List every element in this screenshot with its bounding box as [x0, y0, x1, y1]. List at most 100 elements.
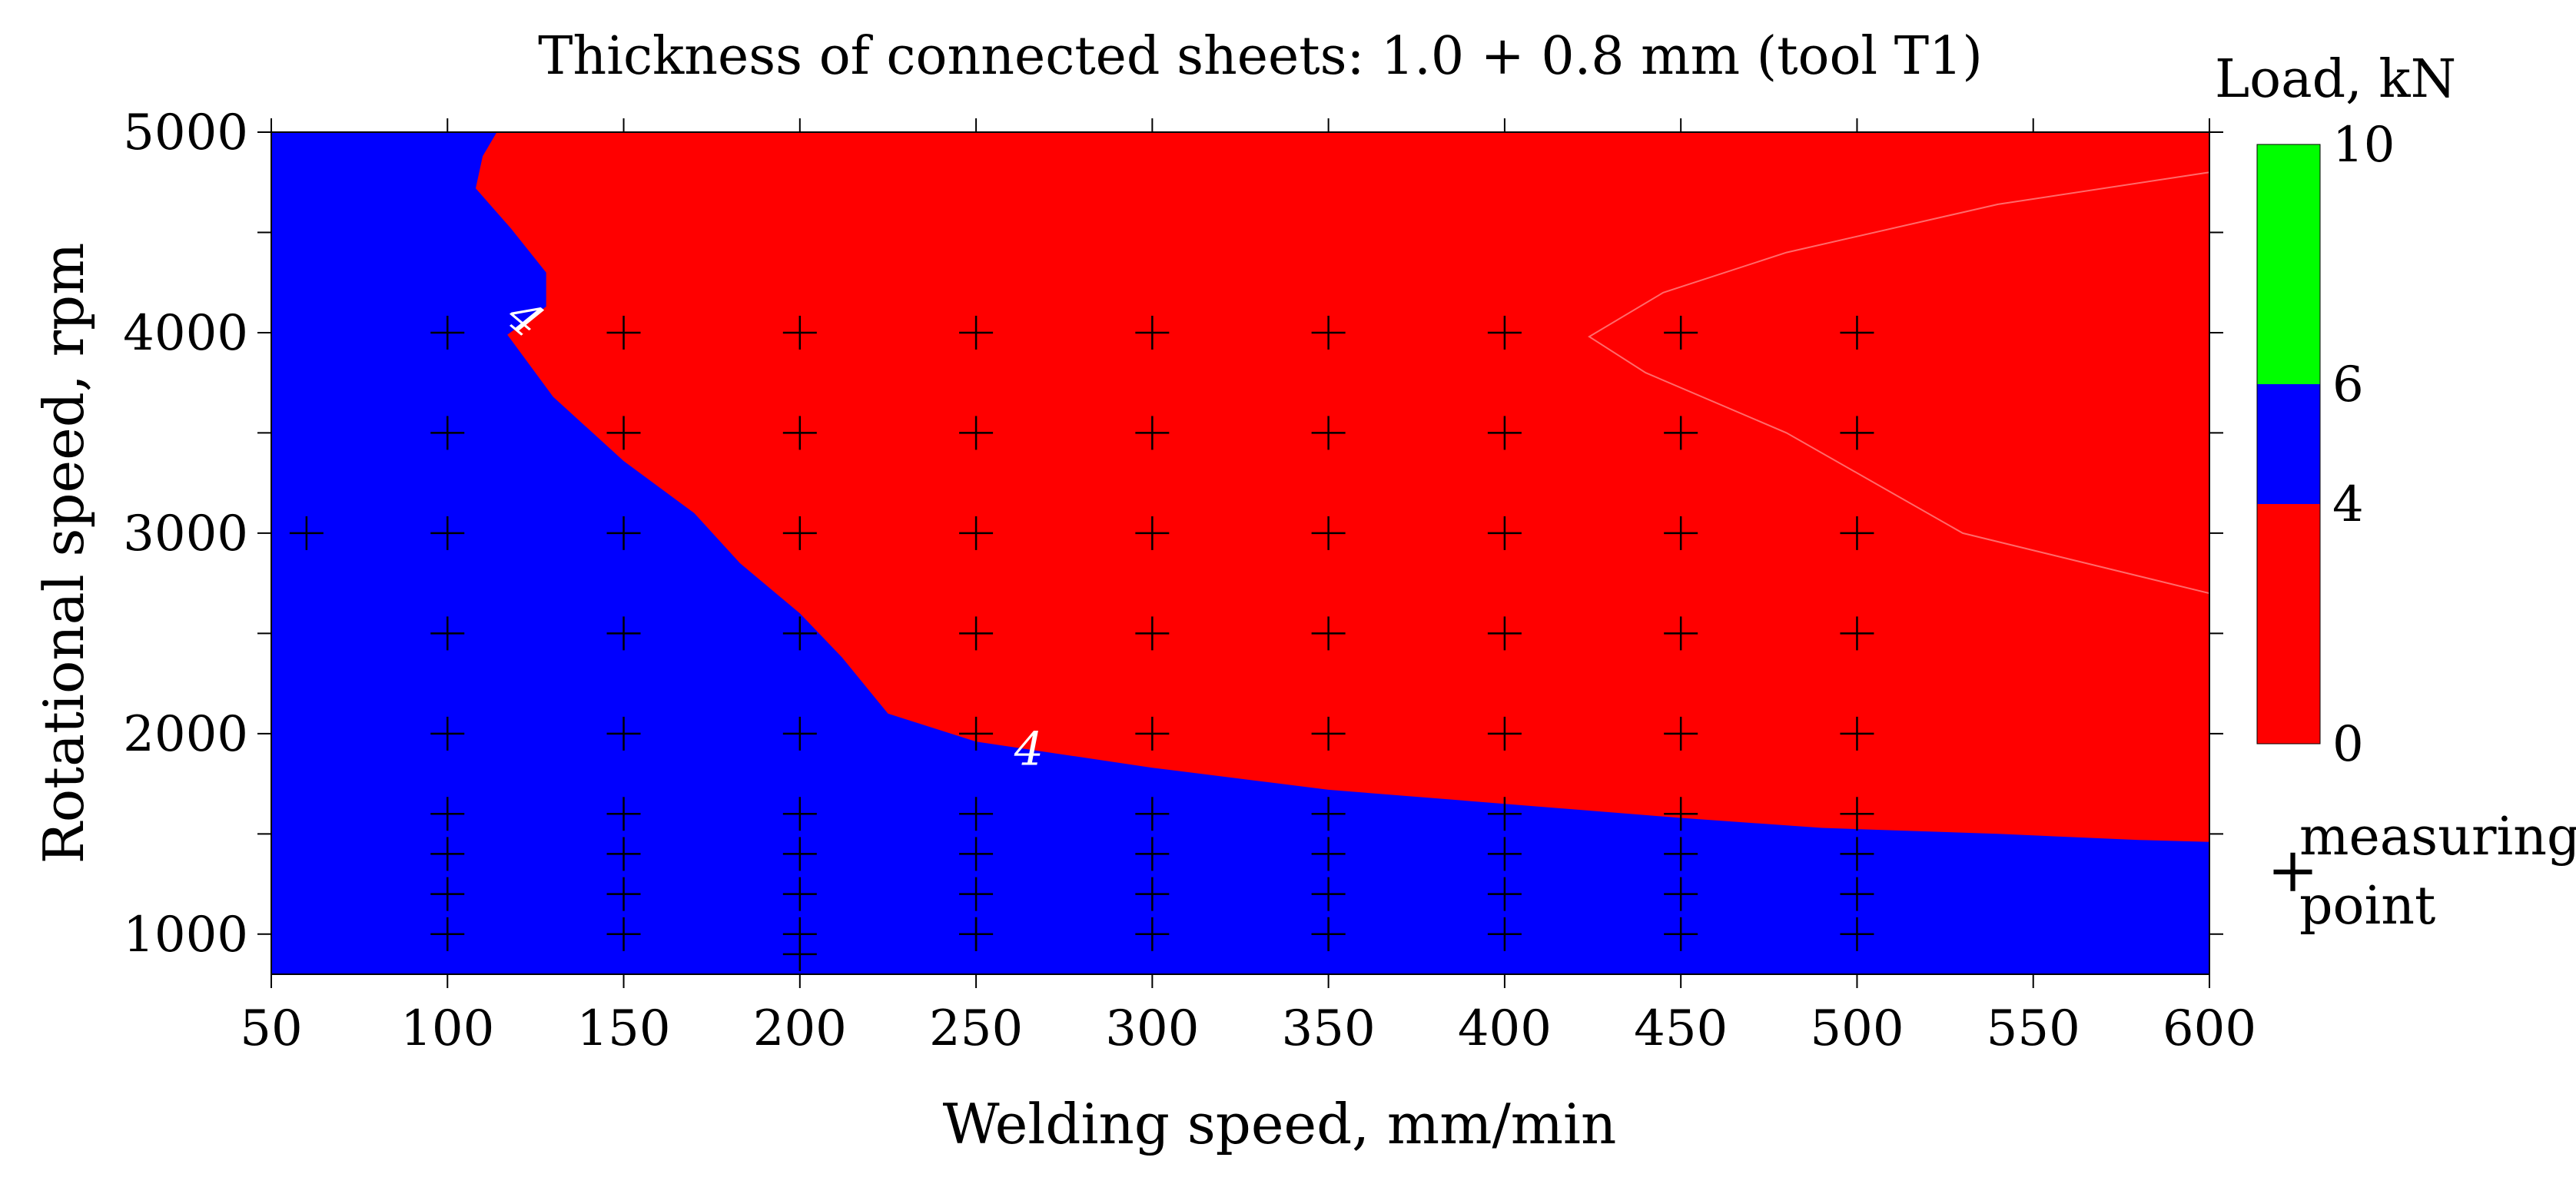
measuring-point — [430, 616, 465, 651]
measuring-point — [1664, 837, 1698, 871]
region-red — [476, 132, 2209, 842]
measuring-point — [1135, 877, 1170, 911]
y-tick-label: 1000 — [123, 907, 248, 963]
x-tick-label: 150 — [576, 1000, 670, 1057]
measuring-point — [1311, 797, 1346, 831]
x-axis: 50 100 150 200 250 300 350 400 450 500 550 600 — [240, 118, 2256, 1057]
measuring-point — [430, 416, 465, 450]
x-tick-label: 50 — [240, 1000, 302, 1057]
measuring-point — [1487, 315, 1522, 350]
legend-label-line1: measuring — [2299, 807, 2576, 867]
x-tick-label: 350 — [1282, 1000, 1376, 1057]
measuring-point — [1840, 416, 1874, 450]
measuring-point — [1664, 877, 1698, 911]
measuring-point — [1135, 797, 1170, 831]
measuring-point — [1135, 716, 1170, 751]
x-tick-label: 400 — [1458, 1000, 1552, 1057]
measuring-point — [959, 416, 994, 450]
measuring-point — [1311, 416, 1346, 450]
contour-label-lower: 4 — [1014, 723, 1044, 777]
measuring-point — [1487, 837, 1522, 871]
measuring-point — [1664, 616, 1698, 651]
measuring-point — [606, 877, 641, 911]
measuring-point — [959, 315, 994, 350]
measuring-point — [606, 797, 641, 831]
measuring-point — [782, 937, 817, 971]
x-tick-label: 300 — [1105, 1000, 1199, 1057]
x-axis-label: Welding speed, mm/min — [943, 1092, 1617, 1156]
measuring-point — [1664, 716, 1698, 751]
measuring-point — [782, 877, 817, 911]
measuring-point — [606, 716, 641, 751]
measuring-point — [606, 616, 641, 651]
measuring-points — [289, 315, 1874, 971]
measuring-point — [782, 716, 817, 751]
measuring-point — [1311, 315, 1346, 350]
measuring-point — [1135, 516, 1170, 550]
x-tick-label: 600 — [2163, 1000, 2256, 1057]
measuring-point — [1135, 416, 1170, 450]
measuring-point — [959, 837, 994, 871]
measuring-point — [1135, 837, 1170, 871]
colorbar-title: Load, kN — [2215, 49, 2456, 110]
measuring-point — [1487, 516, 1522, 550]
x-tick-label: 250 — [929, 1000, 1023, 1057]
measuring-point — [959, 797, 994, 831]
x-tick-label: 550 — [1987, 1000, 2080, 1057]
measuring-point — [1311, 877, 1346, 911]
measuring-point — [1135, 315, 1170, 350]
measuring-point — [1311, 716, 1346, 751]
measuring-point — [1135, 917, 1170, 951]
legend-symbol: + — [2267, 834, 2319, 906]
measuring-point — [1664, 315, 1698, 350]
measuring-point — [959, 516, 994, 550]
measuring-point — [959, 877, 994, 911]
measuring-point — [782, 315, 817, 350]
plot-area: 4 4 — [271, 131, 2210, 975]
measuring-point — [1840, 716, 1874, 751]
legend: + measuring point — [2267, 807, 2576, 937]
colorbar-frame — [2256, 144, 2321, 745]
measuring-point — [1487, 616, 1522, 651]
measuring-point — [430, 516, 465, 550]
colorbar: Load, kN 0 4 6 10 — [2215, 49, 2456, 773]
measuring-point — [1311, 917, 1346, 951]
measuring-point — [1664, 516, 1698, 550]
measuring-point — [1840, 797, 1874, 831]
colorbar-levels: 0 4 6 10 — [2256, 117, 2395, 773]
measuring-point — [1840, 877, 1874, 911]
measuring-point — [1487, 716, 1522, 751]
y-tick-label: 3000 — [123, 506, 248, 562]
colorbar-swatch — [2257, 504, 2320, 744]
x-tick-label: 450 — [1634, 1000, 1728, 1057]
y-axis: 1000 2000 3000 4000 5000 — [123, 104, 2223, 963]
measuring-point — [782, 616, 817, 651]
x-tick-label: 100 — [400, 1000, 494, 1057]
measuring-point — [1664, 416, 1698, 450]
colorbar-swatch — [2257, 144, 2320, 384]
measuring-point — [430, 917, 465, 951]
y-axis-label: Rotational speed, rpm — [32, 243, 96, 864]
measuring-point — [1135, 616, 1170, 651]
measuring-point — [1664, 917, 1698, 951]
measuring-point — [782, 797, 817, 831]
measuring-point — [1487, 797, 1522, 831]
measuring-point — [1311, 837, 1346, 871]
measuring-point — [1840, 315, 1874, 350]
measuring-point — [782, 516, 817, 550]
measuring-point — [430, 837, 465, 871]
y-tick-label: 2000 — [123, 706, 248, 763]
measuring-point — [1840, 616, 1874, 651]
measuring-point — [430, 716, 465, 751]
measuring-point — [782, 416, 817, 450]
legend-label-line2: point — [2299, 876, 2435, 937]
measuring-point — [782, 837, 817, 871]
measuring-point — [1840, 516, 1874, 550]
measuring-point — [1840, 917, 1874, 951]
measuring-point — [430, 315, 465, 350]
measuring-point — [606, 315, 641, 350]
colorbar-tick-label: 6 — [2332, 357, 2364, 413]
faint-contour-line — [1588, 171, 2210, 595]
x-tick-label: 200 — [753, 1000, 847, 1057]
